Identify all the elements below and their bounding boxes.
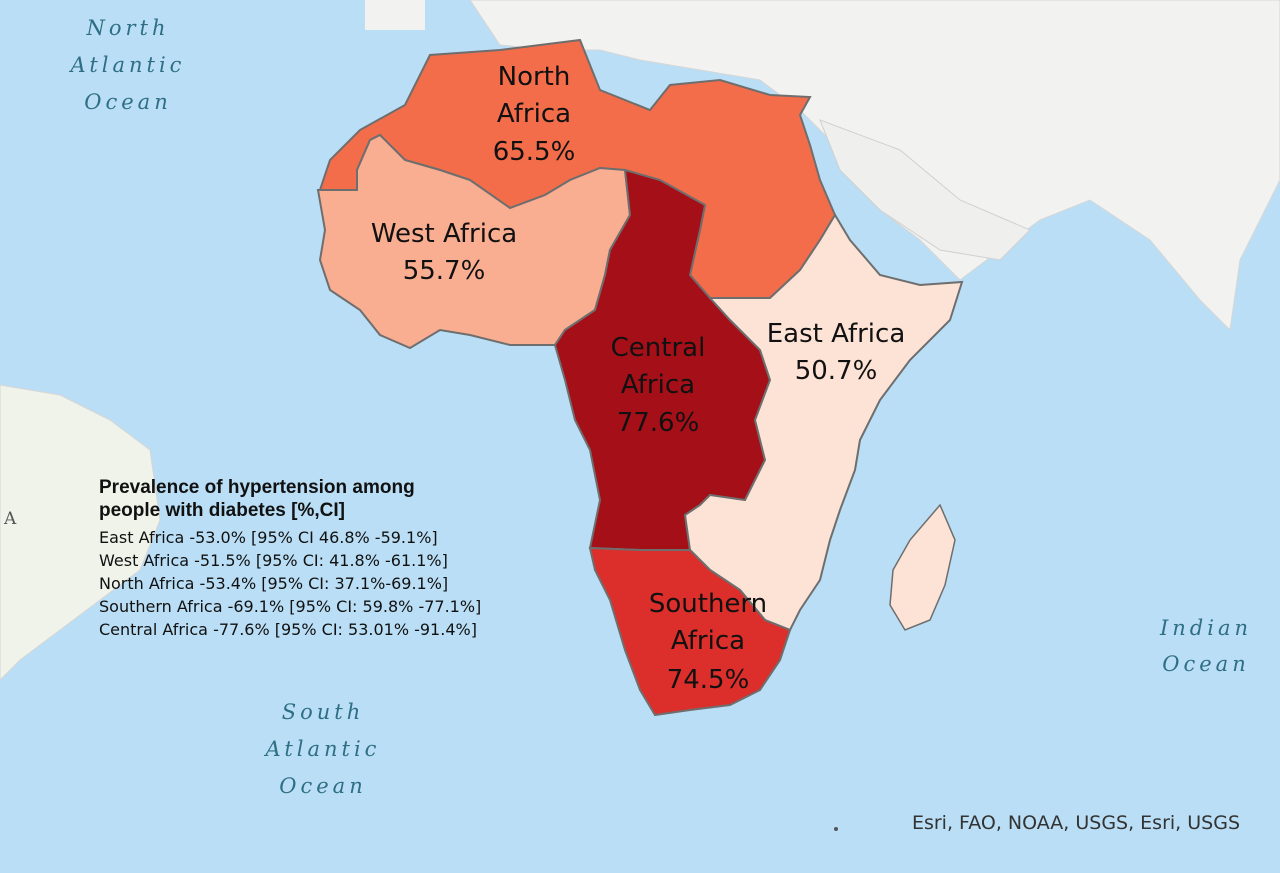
label-east-africa: East Africa 50.7%: [767, 319, 906, 386]
label-north-africa-line2: Africa: [497, 99, 571, 129]
legend-title-line2: people with diabetes [%,CI]: [99, 500, 345, 521]
legend-row-north: North Africa -53.4% [95% CI: 37.1%-69.1%…: [99, 574, 449, 593]
region-east-africa[interactable]: [683, 213, 964, 632]
map-attribution: Esri, FAO, NOAA, USGS, Esri, USGS: [911, 812, 1240, 834]
label-indian-ocean: Indian Ocean: [1159, 616, 1252, 676]
region-southern-africa[interactable]: [588, 546, 792, 717]
label-west-africa-value: 55.7%: [403, 256, 486, 286]
legend-row-central: Central Africa -77.6% [95% CI: 53.01% -9…: [99, 620, 477, 639]
label-central-africa-line1: Central: [611, 333, 706, 363]
label-east-africa-value: 50.7%: [795, 356, 878, 386]
label-southern-africa-value: 74.5%: [667, 665, 750, 695]
north-atlantic-line3: Ocean: [84, 90, 171, 114]
label-west-africa-line1: West Africa: [371, 219, 517, 249]
stray-map-letter: A: [3, 509, 17, 529]
label-north-africa: North Africa 65.5%: [493, 62, 576, 167]
indian-ocean-line1: Indian: [1159, 616, 1252, 640]
label-north-africa-value: 65.5%: [493, 137, 576, 167]
north-atlantic-line1: North: [85, 16, 169, 40]
iberia-landmass: [365, 0, 425, 30]
indian-ocean-line2: Ocean: [1162, 652, 1249, 676]
legend-title: Prevalence of hypertension among people …: [99, 476, 619, 522]
legend-row-southern: Southern Africa -69.1% [95% CI: 59.8% -7…: [99, 597, 482, 616]
label-southern-africa-line2: Africa: [671, 626, 745, 656]
label-central-africa: Central Africa 77.6%: [611, 333, 706, 438]
label-southern-africa: Southern Africa 74.5%: [649, 589, 767, 695]
label-east-africa-line1: East Africa: [767, 319, 906, 349]
south-atlantic-line2: Atlantic: [264, 737, 381, 761]
label-north-atlantic-ocean: North Atlantic Ocean: [69, 16, 186, 114]
label-west-africa: West Africa 55.7%: [371, 219, 517, 286]
label-central-africa-value: 77.6%: [617, 408, 700, 438]
label-south-atlantic-ocean: South Atlantic Ocean: [264, 700, 381, 798]
legend-row-east: East Africa -53.0% [95% CI 46.8% -59.1%]: [99, 528, 438, 547]
madagascar[interactable]: [889, 503, 956, 631]
label-southern-africa-line1: Southern: [649, 589, 767, 619]
legend-title-line1: Prevalence of hypertension among: [99, 477, 415, 498]
label-central-africa-line2: Africa: [621, 370, 695, 400]
attribution-dot: [834, 827, 838, 831]
legend-panel: Prevalence of hypertension among people …: [99, 476, 619, 641]
arabian-peninsula: [819, 119, 1031, 261]
south-atlantic-line1: South: [282, 700, 365, 724]
south-america-landmass: [0, 384, 161, 681]
label-north-africa-line1: North: [498, 62, 571, 92]
north-atlantic-line2: Atlantic: [69, 53, 186, 77]
south-atlantic-line3: Ocean: [279, 774, 366, 798]
legend-row-west: West Africa -51.5% [95% CI: 41.8% -61.1%…: [99, 551, 448, 570]
